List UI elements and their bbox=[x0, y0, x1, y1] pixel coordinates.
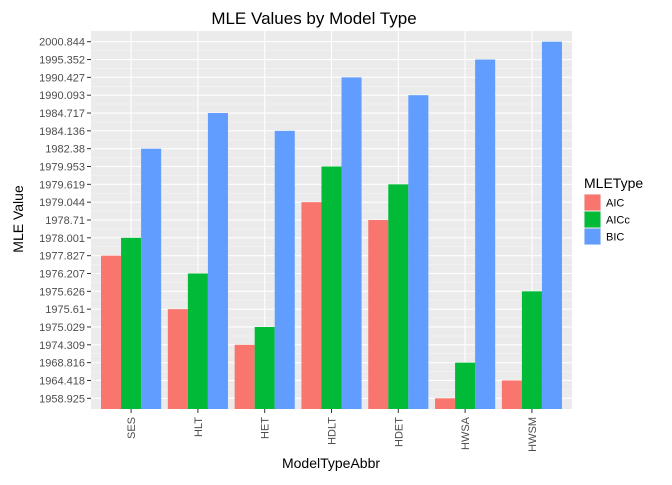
y-tick-label: 1979.619 bbox=[39, 179, 85, 191]
bar-aicc-hwsm bbox=[521, 291, 542, 409]
bar-aic-hdlt bbox=[301, 202, 322, 409]
x-tick-label: HLT bbox=[193, 417, 205, 437]
y-tick-label: 1978.71 bbox=[45, 215, 85, 227]
legend: MLEType AIC AICc BIC bbox=[584, 175, 643, 245]
y-tick-label: 1977.827 bbox=[39, 251, 85, 263]
y-tick-label: 2000.844 bbox=[39, 37, 85, 49]
bar-bic-hwsa bbox=[475, 59, 496, 410]
legend-label: AIC bbox=[606, 198, 624, 210]
bar-bic-hwsm bbox=[541, 41, 562, 409]
bar-bic-hlt bbox=[207, 113, 228, 410]
x-tick-label: HWSM bbox=[527, 417, 539, 452]
legend-label: BIC bbox=[606, 232, 624, 244]
y-tick-label: 1958.925 bbox=[39, 393, 85, 405]
y-axis-label: MLE Value bbox=[10, 185, 26, 253]
y-tick-label: 1974.309 bbox=[39, 340, 85, 352]
y-tick-label: 1984.136 bbox=[39, 126, 85, 138]
chart-title: MLE Values by Model Type bbox=[211, 9, 416, 28]
legend-label: AICc bbox=[606, 215, 630, 227]
y-tick-label: 1978.001 bbox=[39, 233, 85, 245]
y-tick-label: 1982.38 bbox=[45, 144, 85, 156]
y-tick-label: 1968.816 bbox=[39, 358, 85, 370]
bar-aic-hwsa bbox=[435, 398, 456, 409]
bar-aic-het bbox=[234, 344, 255, 409]
y-tick-label: 1990.427 bbox=[39, 72, 85, 84]
y-tick-label: 1975.61 bbox=[45, 304, 85, 316]
y-tick-label: 1990.093 bbox=[39, 90, 85, 102]
bar-aicc-ses bbox=[121, 237, 142, 409]
y-tick-label: 1984.717 bbox=[39, 108, 85, 120]
y-tick-label: 1976.207 bbox=[39, 268, 85, 280]
bar-aicc-het bbox=[254, 326, 275, 409]
bar-aicc-hwsa bbox=[455, 362, 476, 409]
y-tick-label: 1975.029 bbox=[39, 322, 85, 334]
y-tick-label: 1975.626 bbox=[39, 286, 85, 298]
legend-key-bic bbox=[584, 228, 601, 245]
bar-aic-hwsm bbox=[501, 380, 522, 409]
plot-panel bbox=[91, 31, 572, 410]
bar-bic-het bbox=[274, 130, 295, 409]
x-tick-label: HET bbox=[260, 417, 272, 439]
x-tick-label: HDLT bbox=[327, 417, 339, 445]
bar-aicc-hlt bbox=[187, 273, 208, 409]
legend-key-aic bbox=[584, 194, 601, 211]
x-axis: SES HLT HET HDLT HDET HWSA HWSM bbox=[126, 409, 539, 452]
bar-aic-hdet bbox=[368, 220, 389, 409]
x-axis-label: ModelTypeAbbr bbox=[282, 455, 380, 471]
bars bbox=[101, 41, 562, 410]
bar-bic-ses bbox=[141, 148, 162, 409]
bar-aicc-hdlt bbox=[321, 166, 342, 409]
bar-aic-hlt bbox=[167, 309, 188, 409]
bar-aic-ses bbox=[101, 255, 122, 409]
y-tick-label: 1964.418 bbox=[39, 375, 85, 387]
legend-title: MLEType bbox=[584, 175, 643, 191]
x-tick-label: HDET bbox=[393, 417, 405, 447]
bar-bic-hdlt bbox=[341, 77, 362, 409]
legend-key-aicc bbox=[584, 211, 601, 228]
y-tick-label: 1979.953 bbox=[39, 162, 85, 174]
bar-aicc-hdet bbox=[388, 184, 409, 409]
y-axis: 1958.925 1964.418 1968.816 1974.309 1975.029… bbox=[39, 37, 91, 405]
y-tick-label: 1979.044 bbox=[39, 197, 85, 209]
x-tick-label: HWSA bbox=[460, 416, 472, 450]
bar-bic-hdet bbox=[408, 95, 429, 409]
x-tick-label: SES bbox=[126, 417, 138, 439]
y-tick-label: 1995.352 bbox=[39, 55, 85, 67]
